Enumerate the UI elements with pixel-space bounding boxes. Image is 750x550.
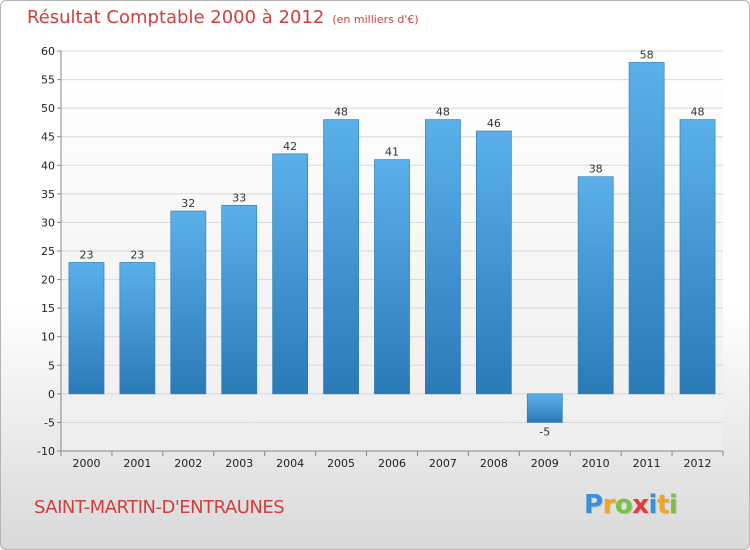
- bar-2002: [170, 210, 207, 395]
- y-tick-label: 45: [41, 131, 55, 144]
- data-label-2011: 58: [640, 48, 654, 61]
- y-tick-label: 5: [48, 359, 55, 372]
- data-label-2007: 48: [436, 106, 450, 119]
- y-tick-label: 50: [41, 102, 55, 115]
- chart-title-text: Résultat Comptable 2000 à 2012: [27, 7, 325, 28]
- x-tick-label-2010: 2010: [582, 457, 610, 470]
- logo-letter: r: [602, 490, 616, 520]
- logo-letter: i: [648, 490, 658, 520]
- data-label-2008: 46: [487, 117, 501, 130]
- bar-2004: [272, 153, 309, 395]
- bar-2009: [526, 393, 563, 423]
- x-tick-label-2011: 2011: [633, 457, 661, 470]
- y-tick-label: 30: [41, 216, 55, 229]
- logo-letter: t: [656, 490, 669, 520]
- data-label-2004: 42: [283, 140, 297, 153]
- data-labels: 23 23 32 33 42 48 41 48 46 -5 38 58 48: [79, 48, 704, 438]
- commune-name: SAINT-MARTIN-D'ENTRAUNES: [34, 497, 285, 518]
- bar-2005: [323, 119, 359, 395]
- data-label-2000: 23: [79, 248, 93, 261]
- x-tick-label-2012: 2012: [684, 457, 712, 470]
- data-label-2005: 48: [334, 106, 348, 119]
- bar-2003: [221, 204, 258, 395]
- chart-subtitle: (en milliers d'€): [332, 13, 419, 26]
- bar-2010: [577, 176, 614, 395]
- proxiti-logo: Proxiti: [584, 490, 678, 520]
- bars: [68, 62, 716, 423]
- y-tick-label: 20: [41, 274, 55, 287]
- bar-2011: [628, 62, 665, 395]
- x-tick-label-2007: 2007: [429, 457, 457, 470]
- x-tick-label-2008: 2008: [480, 457, 508, 470]
- x-tick-label-2006: 2006: [378, 457, 406, 470]
- bar-2012: [679, 119, 716, 395]
- bar-2000: [68, 262, 105, 395]
- x-tick-label-2001: 2001: [123, 457, 151, 470]
- y-tick-label: 55: [41, 74, 55, 87]
- y-tick-label: -10: [37, 445, 55, 458]
- data-label-2010: 38: [589, 163, 603, 176]
- y-tick-label: 10: [41, 331, 55, 344]
- chart-title: Résultat Comptable 2000 à 2012 (en millie…: [27, 7, 419, 28]
- x-tick-label-2002: 2002: [174, 457, 202, 470]
- y-tick-label: 15: [41, 302, 55, 315]
- logo-letter: x: [632, 490, 649, 520]
- y-tick-label: 40: [41, 159, 55, 172]
- x-tick-label-2005: 2005: [327, 457, 355, 470]
- bar-2008: [475, 130, 512, 395]
- data-label-2001: 23: [130, 248, 144, 261]
- data-label-2002: 32: [181, 197, 195, 210]
- x-tick-label-2009: 2009: [531, 457, 559, 470]
- logo-letter: o: [614, 490, 633, 520]
- logo-letter: i: [668, 490, 678, 520]
- bar-2006: [374, 159, 410, 395]
- bar-2007: [425, 119, 461, 395]
- data-label-2003: 33: [232, 191, 246, 204]
- y-tick-label: 0: [48, 388, 55, 401]
- axes: -10 -5 0 5 10 15 20 25 30 35 40 45 50 55 60 2000 2001 200…: [37, 45, 724, 470]
- bar-2001: [119, 262, 156, 395]
- x-tick-label-2003: 2003: [225, 457, 253, 470]
- y-tick-label: -5: [44, 416, 55, 429]
- x-tick-label-2004: 2004: [276, 457, 304, 470]
- y-tick-label: 35: [41, 188, 55, 201]
- data-label-2009: -5: [539, 425, 550, 438]
- logo-letter: P: [584, 490, 603, 520]
- data-label-2006: 41: [385, 146, 399, 159]
- data-label-2012: 48: [691, 106, 705, 119]
- y-tick-label: 25: [41, 245, 55, 258]
- y-tick-label: 60: [41, 45, 55, 58]
- x-tick-label-2000: 2000: [72, 457, 100, 470]
